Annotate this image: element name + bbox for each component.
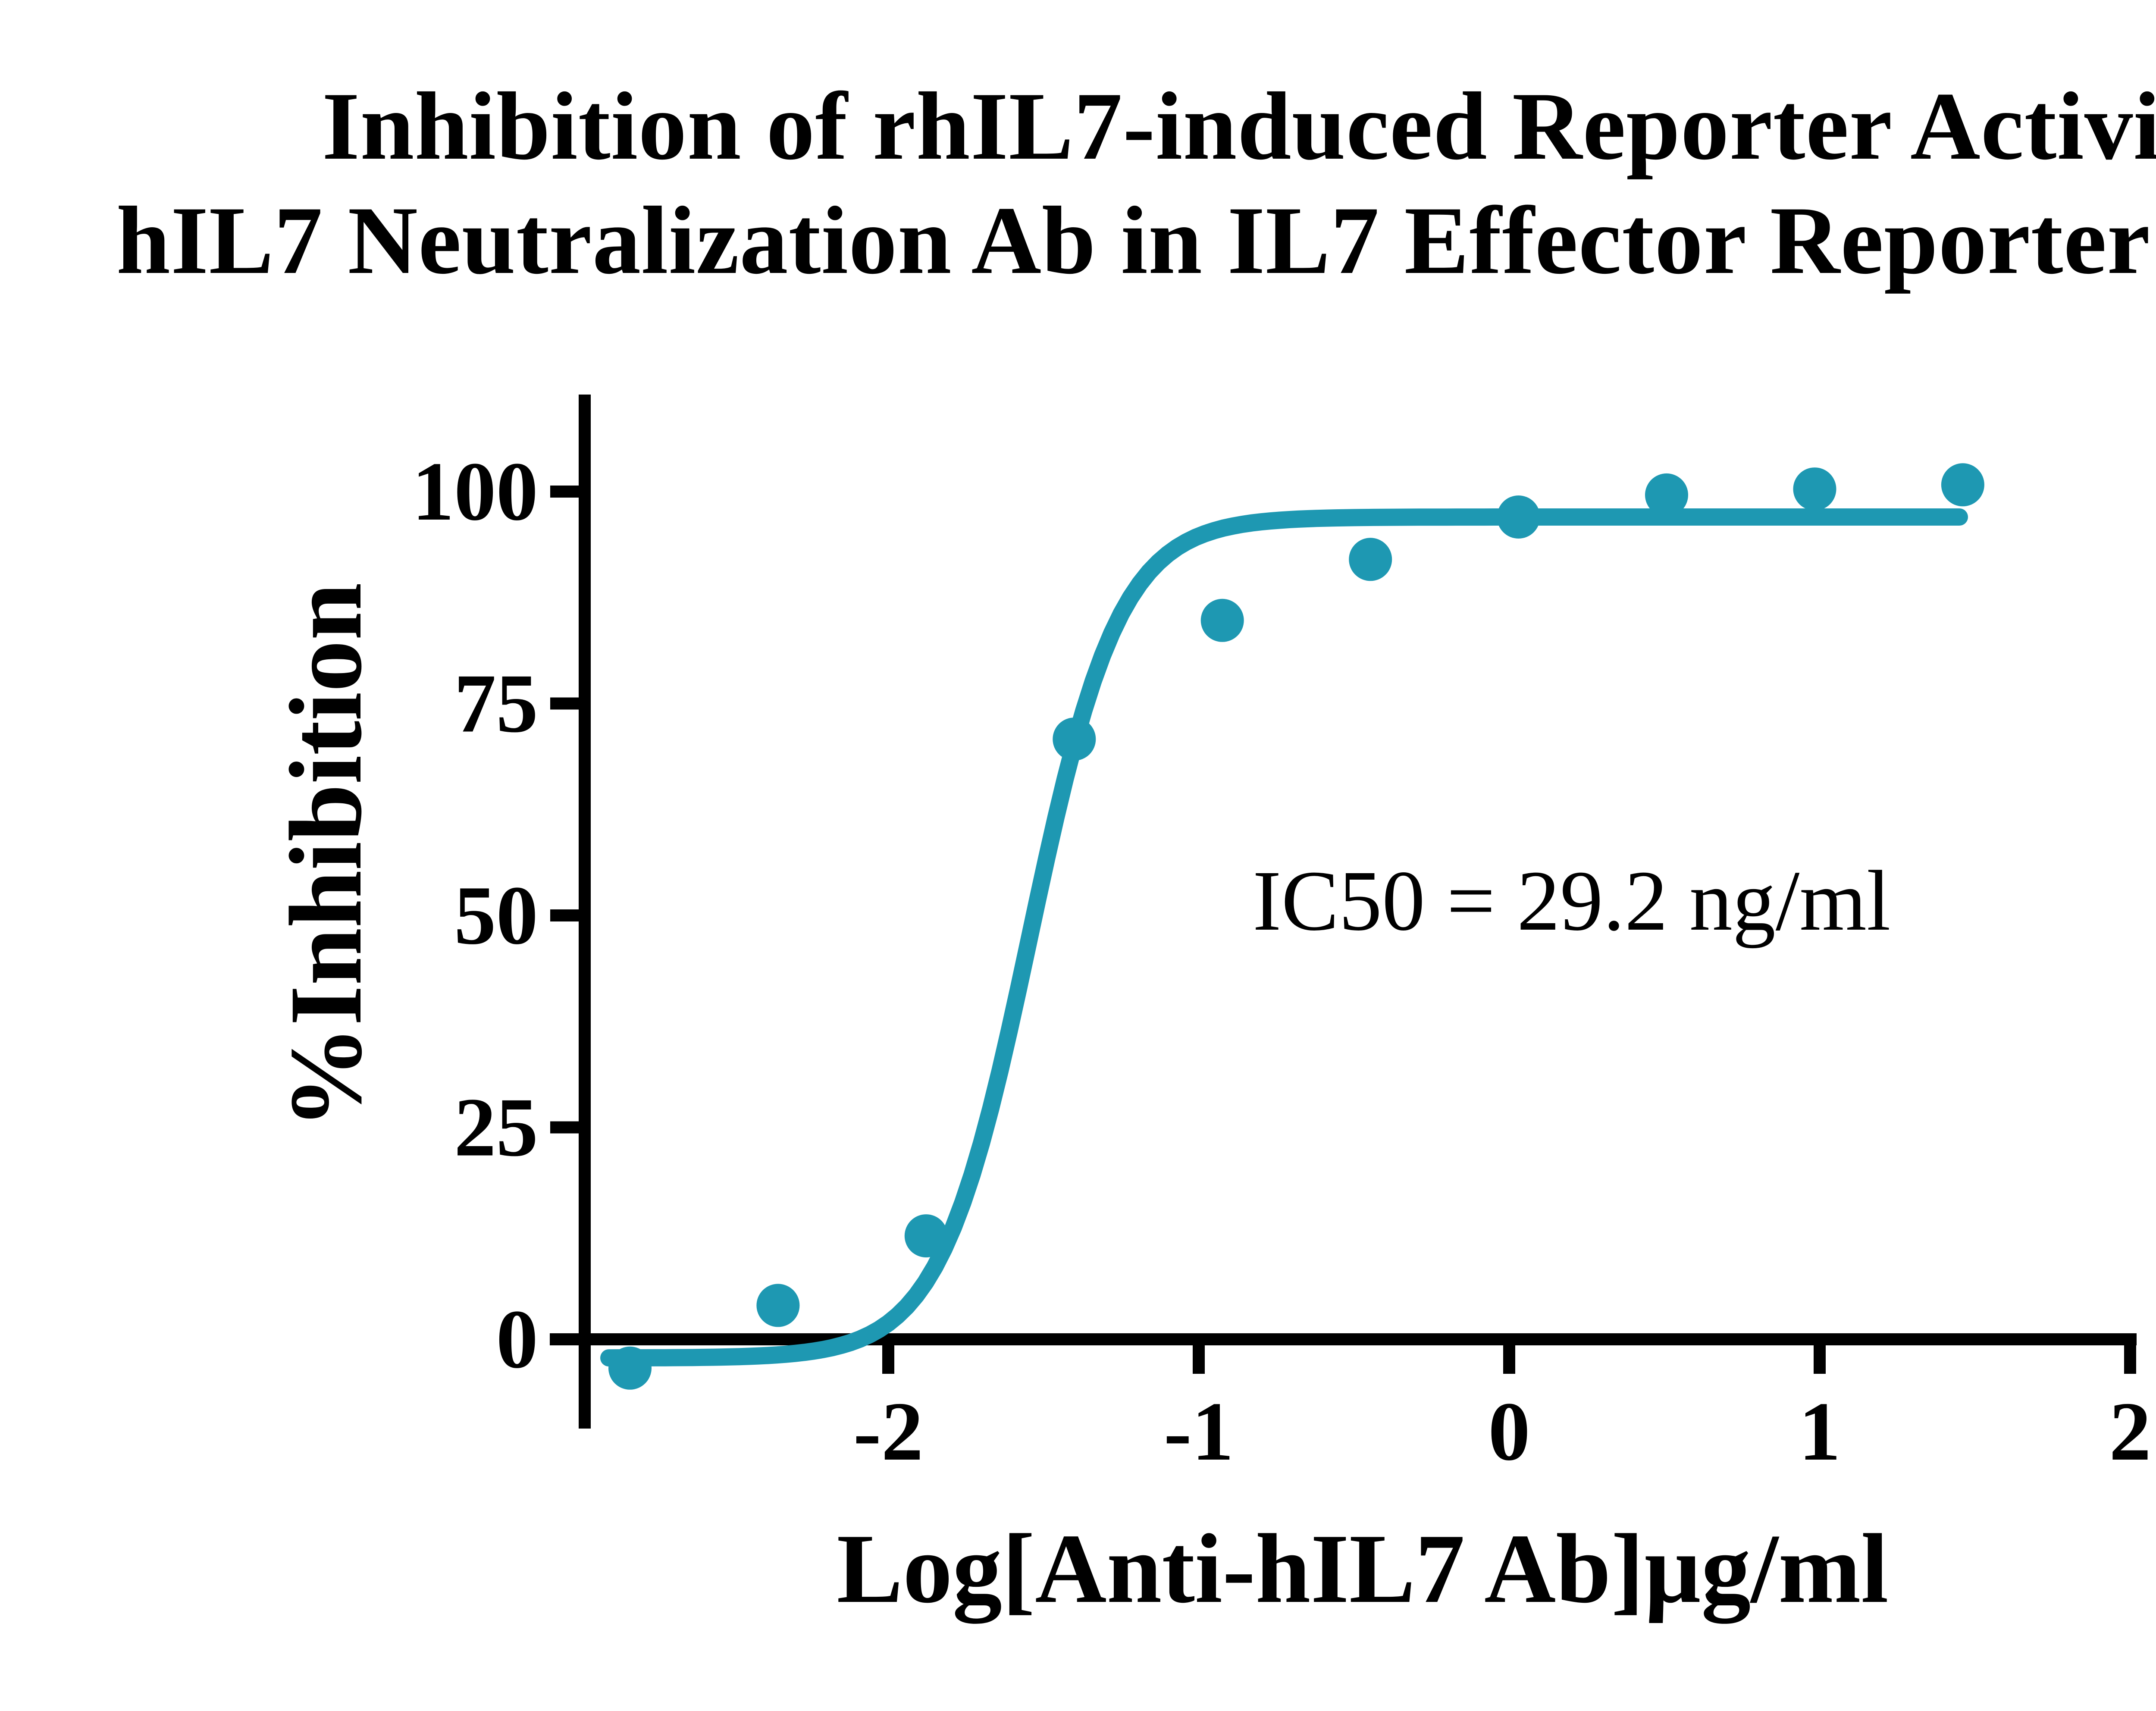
y-tick-label: 0: [496, 1293, 539, 1386]
y-tick-label: 25: [454, 1081, 538, 1174]
x-tick-label: -2: [853, 1385, 923, 1478]
data-point: [1200, 599, 1244, 642]
data-point: [608, 1346, 652, 1390]
y-tick: [550, 1121, 579, 1134]
data-point: [1497, 495, 1540, 539]
chart-title: Inhibition of rhIL7-induced Reporter Act…: [0, 69, 2156, 298]
x-tick-label: -1: [1164, 1385, 1234, 1478]
x-axis-line: [550, 1333, 2137, 1345]
data-point: [1645, 473, 1688, 517]
ic50-annotation: IC50 = 29.2 ng/ml: [1253, 853, 1891, 949]
y-tick-label: 100: [412, 445, 539, 538]
data-point: [1053, 718, 1096, 761]
data-point: [1941, 463, 1984, 507]
x-tick: [882, 1345, 894, 1374]
x-tick-label: 1: [1799, 1385, 1841, 1478]
x-tick: [1193, 1345, 1205, 1374]
x-tick: [1814, 1345, 1826, 1374]
y-tick: [550, 909, 579, 921]
x-tick-label: 0: [1488, 1385, 1530, 1478]
data-point: [1349, 538, 1392, 581]
data-point: [756, 1284, 800, 1327]
y-tick: [550, 1333, 579, 1345]
x-axis-title: Log[Anti-hIL7 Ab]µg/ml: [837, 1514, 1889, 1623]
y-axis-line: [579, 395, 591, 1429]
x-tick-label: 2: [2109, 1385, 2151, 1478]
y-tick: [550, 486, 579, 498]
y-tick: [550, 697, 579, 710]
y-tick-label: 75: [454, 657, 538, 750]
fit-curve: [600, 508, 1968, 1367]
chart-title-line2: hIL7 Neutralization Ab in IL7 Effector R…: [116, 186, 2156, 294]
x-tick: [1503, 1345, 1515, 1374]
data-point: [1793, 467, 1836, 511]
y-tick-label: 50: [454, 869, 538, 962]
chart-title-line1: Inhibition of rhIL7-induced Reporter Act…: [322, 72, 2156, 180]
x-tick: [2124, 1345, 2136, 1374]
data-point: [904, 1214, 948, 1258]
y-axis-title: %Inhibition: [268, 583, 383, 1129]
